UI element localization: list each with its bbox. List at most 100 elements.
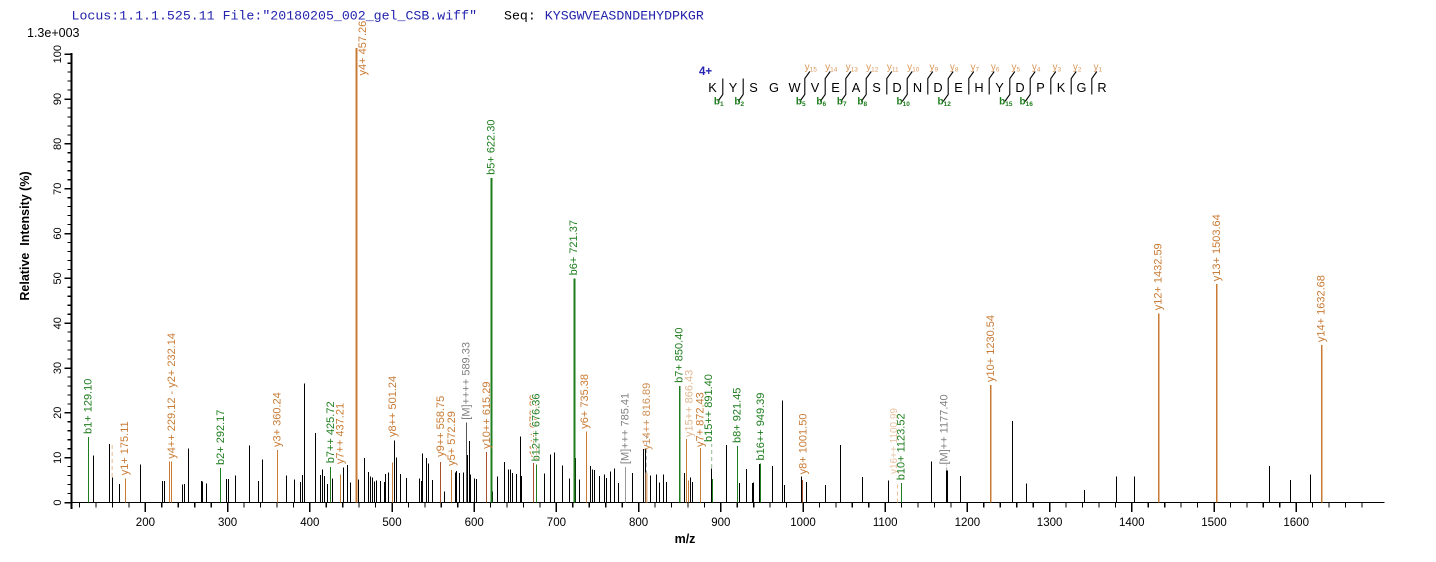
svg-text:y4++ 229.12 - y2+ 232.14: y4++ 229.12 - y2+ 232.14 [166, 333, 178, 459]
svg-text:K: K [708, 80, 717, 95]
svg-text:b6: b6 [816, 97, 826, 109]
svg-text:b15++ 891.40: b15++ 891.40 [703, 374, 715, 442]
svg-text:70: 70 [52, 183, 64, 195]
svg-text:y4+ 457.26: y4+ 457.26 [357, 21, 369, 76]
svg-text:[M]++++ 589.33: [M]++++ 589.33 [461, 342, 473, 420]
svg-text:K: K [1057, 80, 1066, 95]
svg-text:S: S [872, 80, 881, 95]
svg-text:1300: 1300 [1037, 517, 1063, 529]
svg-text:1100: 1100 [873, 517, 898, 529]
svg-text:y5+ 572.29: y5+ 572.29 [446, 411, 458, 466]
svg-text:Y: Y [995, 80, 1004, 95]
svg-text:1200: 1200 [955, 517, 981, 529]
svg-text:40: 40 [52, 317, 64, 329]
svg-text:A: A [852, 80, 861, 95]
svg-text:G: G [1077, 80, 1087, 95]
svg-text:4+: 4+ [699, 66, 712, 78]
svg-text:Y: Y [729, 80, 738, 95]
svg-text:20: 20 [52, 407, 64, 419]
svg-text:600: 600 [465, 517, 484, 529]
svg-text:y7+ 872.43: y7+ 872.43 [695, 392, 707, 447]
svg-text:b5+ 622.30: b5+ 622.30 [486, 120, 498, 175]
svg-text:b16++ 949.39: b16++ 949.39 [755, 393, 767, 461]
svg-text:b10+ 1123.52: b10+ 1123.52 [895, 413, 907, 480]
svg-text:b2: b2 [734, 97, 744, 109]
svg-text:G: G [769, 80, 779, 95]
svg-text:90: 90 [52, 93, 64, 105]
svg-text:y3+ 360.24: y3+ 360.24 [271, 392, 283, 447]
svg-text:y11: y11 [887, 62, 899, 74]
svg-text:y5: y5 [1011, 62, 1020, 74]
svg-text:b1+ 129.10: b1+ 129.10 [83, 379, 95, 434]
svg-text:y7++ 437.21: y7++ 437.21 [335, 403, 347, 464]
svg-text:y13+ 1503.64: y13+ 1503.64 [1211, 214, 1223, 281]
svg-text:y6: y6 [991, 62, 1000, 74]
svg-text:b6+ 721.37: b6+ 721.37 [568, 220, 580, 275]
svg-text:1000: 1000 [790, 517, 816, 529]
svg-text:y1: y1 [1093, 62, 1102, 74]
svg-text:y14++ 816.89: y14++ 816.89 [641, 383, 653, 450]
svg-text:b12: b12 [938, 97, 952, 109]
svg-text:S: S [749, 80, 758, 95]
svg-text:30: 30 [52, 362, 64, 374]
svg-text:400: 400 [300, 517, 319, 529]
svg-text:y8: y8 [950, 62, 959, 74]
svg-text:m/z: m/z [675, 532, 696, 546]
svg-text:1400: 1400 [1119, 517, 1145, 529]
svg-text:Seq:: Seq: [504, 9, 536, 24]
svg-text:b1: b1 [714, 97, 724, 109]
svg-text:D: D [1015, 80, 1024, 95]
svg-text:b16: b16 [1020, 97, 1034, 109]
svg-text:E: E [831, 80, 840, 95]
svg-text:R: R [1097, 80, 1106, 95]
svg-text:y10++ 615.29: y10++ 615.29 [481, 382, 493, 449]
svg-text:y15: y15 [805, 62, 818, 74]
svg-text:y8+ 1001.50: y8+ 1001.50 [797, 414, 809, 475]
svg-text:y14+ 1632.68: y14+ 1632.68 [1316, 275, 1328, 342]
svg-text:D: D [892, 80, 901, 95]
svg-text:100: 100 [52, 45, 64, 63]
svg-text:y7: y7 [970, 62, 979, 74]
svg-text:b7+ 850.40: b7+ 850.40 [673, 328, 685, 383]
svg-text:N: N [913, 80, 922, 95]
svg-text:E: E [954, 80, 963, 95]
svg-text:y4: y4 [1032, 62, 1041, 74]
svg-text:y6+ 735.38: y6+ 735.38 [579, 374, 591, 429]
svg-text:b5: b5 [796, 97, 806, 109]
svg-text:1500: 1500 [1201, 517, 1227, 529]
svg-text:y15++ 866.43: y15++ 866.43 [684, 370, 696, 437]
svg-text:10: 10 [52, 452, 64, 464]
svg-text:[M]++ 1177.40: [M]++ 1177.40 [939, 394, 951, 464]
svg-text:y3: y3 [1052, 62, 1061, 74]
svg-text:V: V [811, 80, 820, 95]
svg-text:1.3e+003: 1.3e+003 [27, 26, 80, 40]
svg-text:y9++ 558.75: y9++ 558.75 [435, 396, 447, 457]
svg-text:y8++ 501.24: y8++ 501.24 [387, 376, 399, 437]
svg-text:b10: b10 [897, 97, 911, 109]
svg-text:200: 200 [136, 517, 155, 529]
svg-text:W: W [788, 80, 801, 95]
svg-text:y1+ 175.11: y1+ 175.11 [119, 421, 131, 475]
svg-text:y2: y2 [1073, 62, 1082, 74]
svg-text:b7++ 425.72: b7++ 425.72 [325, 401, 337, 463]
svg-text:P: P [1036, 80, 1045, 95]
svg-text:900: 900 [711, 517, 730, 529]
svg-text:y14: y14 [825, 62, 838, 74]
svg-text:Relative Intensity (%): Relative Intensity (%) [18, 171, 32, 300]
svg-text:y9: y9 [929, 62, 938, 74]
svg-text:800: 800 [629, 517, 648, 529]
svg-text:b7: b7 [837, 97, 847, 109]
svg-text:y12+ 1432.59: y12+ 1432.59 [1153, 243, 1165, 310]
svg-text:y13: y13 [846, 62, 859, 74]
svg-text:KYSGWVEASDNDEHYDPKGR: KYSGWVEASDNDEHYDPKGR [545, 9, 704, 24]
svg-text:500: 500 [382, 517, 401, 529]
svg-text:y12: y12 [866, 62, 879, 74]
svg-text:y16++ 1100.99: y16++ 1100.99 [889, 408, 900, 474]
svg-text:b8: b8 [857, 97, 867, 109]
svg-text:700: 700 [547, 517, 566, 529]
svg-text:300: 300 [218, 517, 237, 529]
svg-text:y10: y10 [907, 62, 920, 74]
svg-text:D: D [933, 80, 942, 95]
svg-text:1600: 1600 [1283, 517, 1309, 529]
svg-text:0: 0 [52, 499, 64, 505]
